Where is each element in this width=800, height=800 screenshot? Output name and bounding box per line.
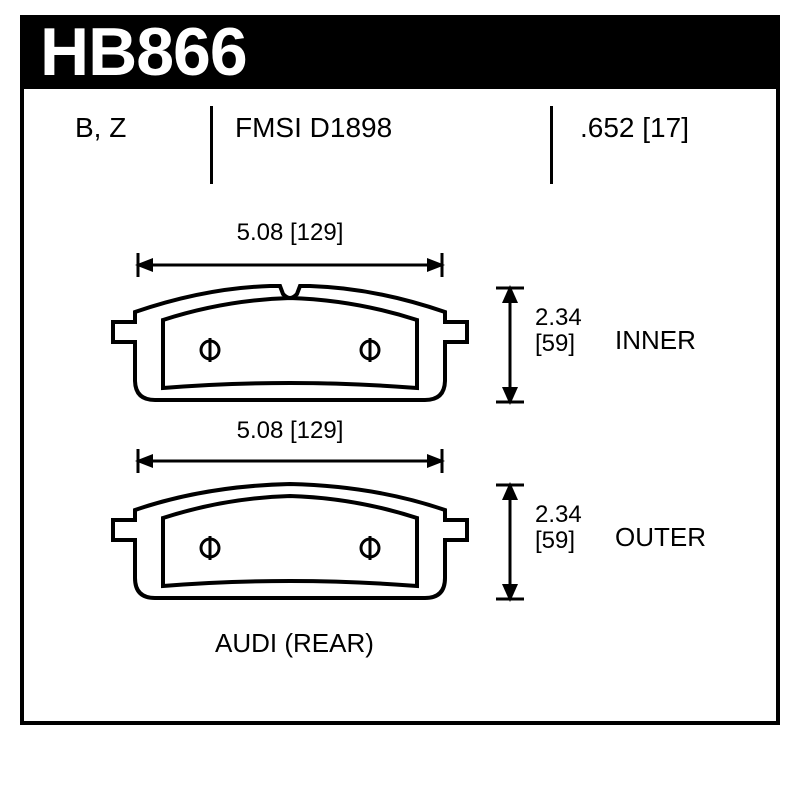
- spec-row: B, Z FMSI D1898 .652 [17]: [20, 100, 780, 190]
- spec-compounds: B, Z: [75, 112, 126, 144]
- width-in-bot: 5.08: [237, 417, 284, 444]
- diagram-area: 5.08 [129] 5.08 [129]: [20, 250, 780, 730]
- width-dim-arrow-bottom: [135, 446, 445, 476]
- inner-pad: [105, 280, 475, 420]
- height-dim-label-inner: 2.34[59]: [535, 305, 582, 358]
- outer-pad: [105, 478, 475, 618]
- width-in-top: 5.08: [237, 219, 284, 246]
- vehicle-label: AUDI (REAR): [215, 628, 374, 659]
- outer-label: OUTER: [615, 522, 706, 553]
- height-in-inner: 2.34: [535, 304, 582, 331]
- title-bar: HB866: [20, 15, 780, 89]
- spec-divider-1: [210, 106, 213, 184]
- spec-thickness: .652 [17]: [580, 112, 689, 144]
- height-dim-arrow-inner: [490, 285, 530, 405]
- width-mm-bot: 129: [297, 417, 337, 444]
- height-mm-inner: 59: [542, 330, 569, 357]
- height-dim-arrow-outer: [490, 482, 530, 602]
- height-in-outer: 2.34: [535, 501, 582, 528]
- spec-fmsi: FMSI D1898: [235, 112, 392, 144]
- width-dim-label-bottom: 5.08 [129]: [210, 418, 370, 444]
- width-dim-arrow-top: [135, 250, 445, 280]
- height-mm-outer: 59: [542, 527, 569, 554]
- spec-divider-2: [550, 106, 553, 184]
- height-dim-label-outer: 2.34[59]: [535, 502, 582, 555]
- width-dim-label-top: 5.08 [129]: [210, 220, 370, 246]
- width-mm-top: 129: [297, 219, 337, 246]
- part-number-title: HB866: [40, 13, 247, 91]
- inner-label: INNER: [615, 325, 696, 356]
